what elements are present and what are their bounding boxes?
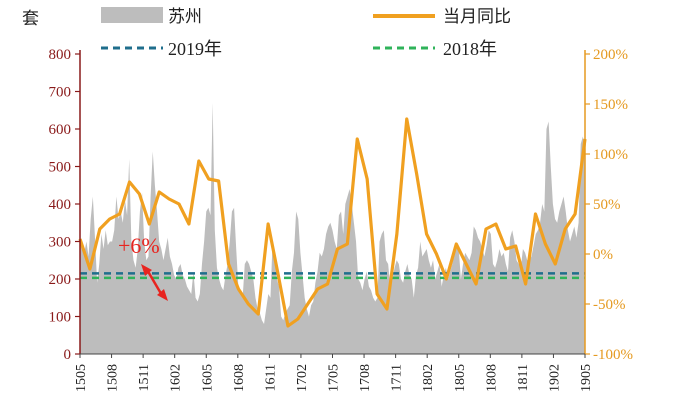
x-tick-label: 1608 <box>232 364 247 392</box>
reference-lines <box>80 272 585 280</box>
legend-label-2019: 2019年 <box>168 39 222 59</box>
yoy-line <box>78 117 587 328</box>
x-tick-label: 1905 <box>579 364 594 392</box>
legend-label-yoy: 当月同比 <box>443 7 511 27</box>
yoy-line-layer <box>78 117 587 328</box>
left-tick-label: 700 <box>49 85 72 101</box>
x-tick-label: 1802 <box>421 364 436 392</box>
annotation-label: +6% <box>118 233 160 258</box>
suzhou-area-layer <box>80 102 585 354</box>
left-tick-label: 200 <box>49 272 72 288</box>
left-tick-label: 800 <box>49 47 72 63</box>
legend-label-2018: 2018年 <box>443 39 497 59</box>
x-tick-label: 1511 <box>137 364 152 391</box>
suzhou-area <box>80 102 585 354</box>
x-tick-label: 1708 <box>358 364 373 392</box>
left-tick-label: 400 <box>49 197 72 213</box>
x-tick-label: 1508 <box>106 364 121 392</box>
right-tick-label: -100% <box>593 347 633 363</box>
right-tick-label: 50% <box>593 197 621 213</box>
legend-swatch-suzhou <box>101 7 163 23</box>
annotation-arrow <box>141 264 168 301</box>
x-tick-label: 1702 <box>295 364 310 392</box>
right-tick-label: 150% <box>593 97 628 113</box>
right-tick-label: -50% <box>593 297 626 313</box>
legend-label-suzhou: 苏州 <box>168 7 202 27</box>
x-tick-label: 1505 <box>74 364 89 392</box>
x-tick-label: 1605 <box>200 364 215 392</box>
x-tick-label: 1805 <box>453 364 468 392</box>
left-tick-label: 300 <box>49 235 72 251</box>
x-tick-label: 1811 <box>516 364 531 391</box>
left-tick-label: 500 <box>49 160 72 176</box>
left-tick-label: 0 <box>64 347 72 363</box>
left-tick-label: 600 <box>49 122 72 138</box>
right-tick-label: 100% <box>593 147 628 163</box>
x-tick-label: 1611 <box>263 364 278 391</box>
left-tick-label: 100 <box>49 310 72 326</box>
x-tick-label: 1808 <box>484 364 499 392</box>
tick-labels: 0 100 200 300 400 500 600 700 800 -100% -50% 0% 50% 1… <box>49 47 634 392</box>
x-tick-label: 1902 <box>547 364 562 392</box>
legend: 苏州 当月同比 2019年 2018年 <box>101 7 511 59</box>
x-tick-label: 1602 <box>169 364 184 392</box>
x-tick-label: 1711 <box>390 364 405 391</box>
right-tick-label: 0% <box>593 247 613 263</box>
x-tick-label: 1705 <box>327 364 342 392</box>
right-tick-label: 200% <box>593 47 628 63</box>
left-axis-unit: 套 <box>22 9 39 29</box>
